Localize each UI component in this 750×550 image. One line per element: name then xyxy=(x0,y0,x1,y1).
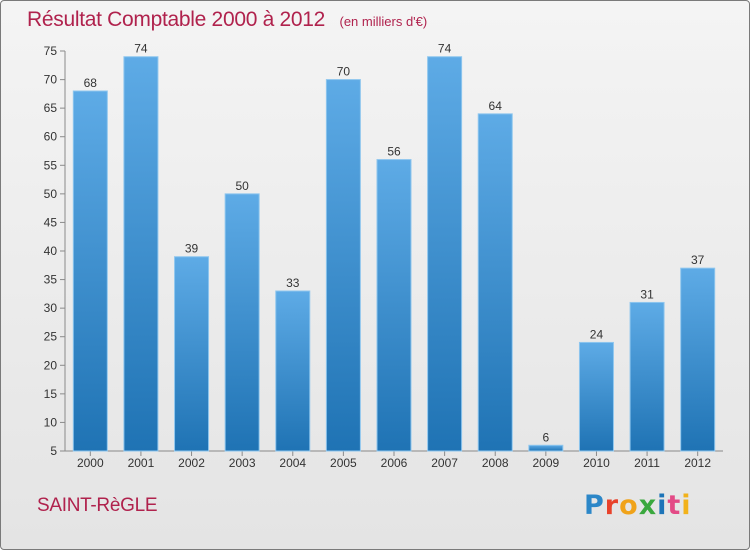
y-tick-label: 55 xyxy=(44,158,58,172)
logo-letter: P xyxy=(584,490,605,521)
x-tick-label: 2004 xyxy=(279,456,306,470)
bar xyxy=(578,341,614,452)
bar xyxy=(224,193,260,452)
bar xyxy=(174,256,210,452)
data-label: 24 xyxy=(590,327,604,341)
x-tick-label: 2005 xyxy=(330,456,357,470)
x-tick-label: 2002 xyxy=(178,456,205,470)
x-tick-label: 2000 xyxy=(77,456,104,470)
commune-name: SAINT-RèGLE xyxy=(37,495,158,516)
data-label: 70 xyxy=(337,65,351,79)
chart-title: Résultat Comptable 2000 à 2012 xyxy=(27,8,326,31)
data-label: 31 xyxy=(640,287,654,301)
logo-letter: o xyxy=(619,490,639,521)
x-tick-label: 2003 xyxy=(229,456,256,470)
bar xyxy=(325,79,361,452)
bar xyxy=(680,267,716,452)
x-tick-label: 2001 xyxy=(128,456,155,470)
data-label: 33 xyxy=(286,276,300,290)
x-tick-label: 2006 xyxy=(381,456,408,470)
bar xyxy=(629,301,665,452)
data-label: 39 xyxy=(185,242,199,256)
x-tick-label: 2010 xyxy=(583,456,610,470)
y-tick-label: 40 xyxy=(44,244,58,258)
y-tick-label: 15 xyxy=(44,387,58,401)
bar xyxy=(477,113,513,452)
y-tick-label: 10 xyxy=(44,415,58,429)
logo-letter: t xyxy=(667,490,682,521)
logo-letter: x xyxy=(638,490,658,521)
data-label: 64 xyxy=(489,99,503,113)
title-row: Résultat Comptable 2000 à 2012 (en milli… xyxy=(27,8,427,32)
data-label: 37 xyxy=(691,253,705,267)
x-tick-label: 2009 xyxy=(532,456,559,470)
logo-letter: i xyxy=(657,490,668,521)
y-tick-label: 75 xyxy=(44,44,58,58)
x-tick-label: 2008 xyxy=(482,456,509,470)
y-tick-label: 65 xyxy=(44,101,58,115)
bar xyxy=(528,444,564,452)
y-tick-label: 70 xyxy=(44,73,58,87)
bar xyxy=(275,290,311,452)
y-tick-label: 50 xyxy=(44,187,58,201)
x-tick-label: 2011 xyxy=(634,456,660,470)
data-label: 56 xyxy=(387,145,401,159)
y-tick-label: 25 xyxy=(44,330,58,344)
y-tick-label: 35 xyxy=(44,273,58,287)
bar xyxy=(427,56,463,452)
y-tick-label: 45 xyxy=(44,215,58,229)
data-label: 50 xyxy=(235,179,249,193)
data-label: 74 xyxy=(134,42,148,56)
x-tick-label: 2007 xyxy=(431,456,458,470)
logo-letter: i xyxy=(681,490,692,521)
logo-letter: r xyxy=(604,490,620,521)
data-label: 74 xyxy=(438,42,452,56)
y-tick-label: 30 xyxy=(44,301,58,315)
y-tick-label: 60 xyxy=(44,130,58,144)
x-tick-label: 2012 xyxy=(684,456,711,470)
data-label: 68 xyxy=(84,76,98,90)
bar xyxy=(72,90,108,452)
bar xyxy=(376,159,412,452)
y-tick-label: 20 xyxy=(44,358,58,372)
proxiti-logo: Proxiti xyxy=(584,490,692,521)
y-tick-label: 5 xyxy=(50,444,57,458)
data-label: 6 xyxy=(543,430,550,444)
bar xyxy=(123,56,159,452)
chart-subtitle: (en milliers d'€) xyxy=(339,14,428,29)
